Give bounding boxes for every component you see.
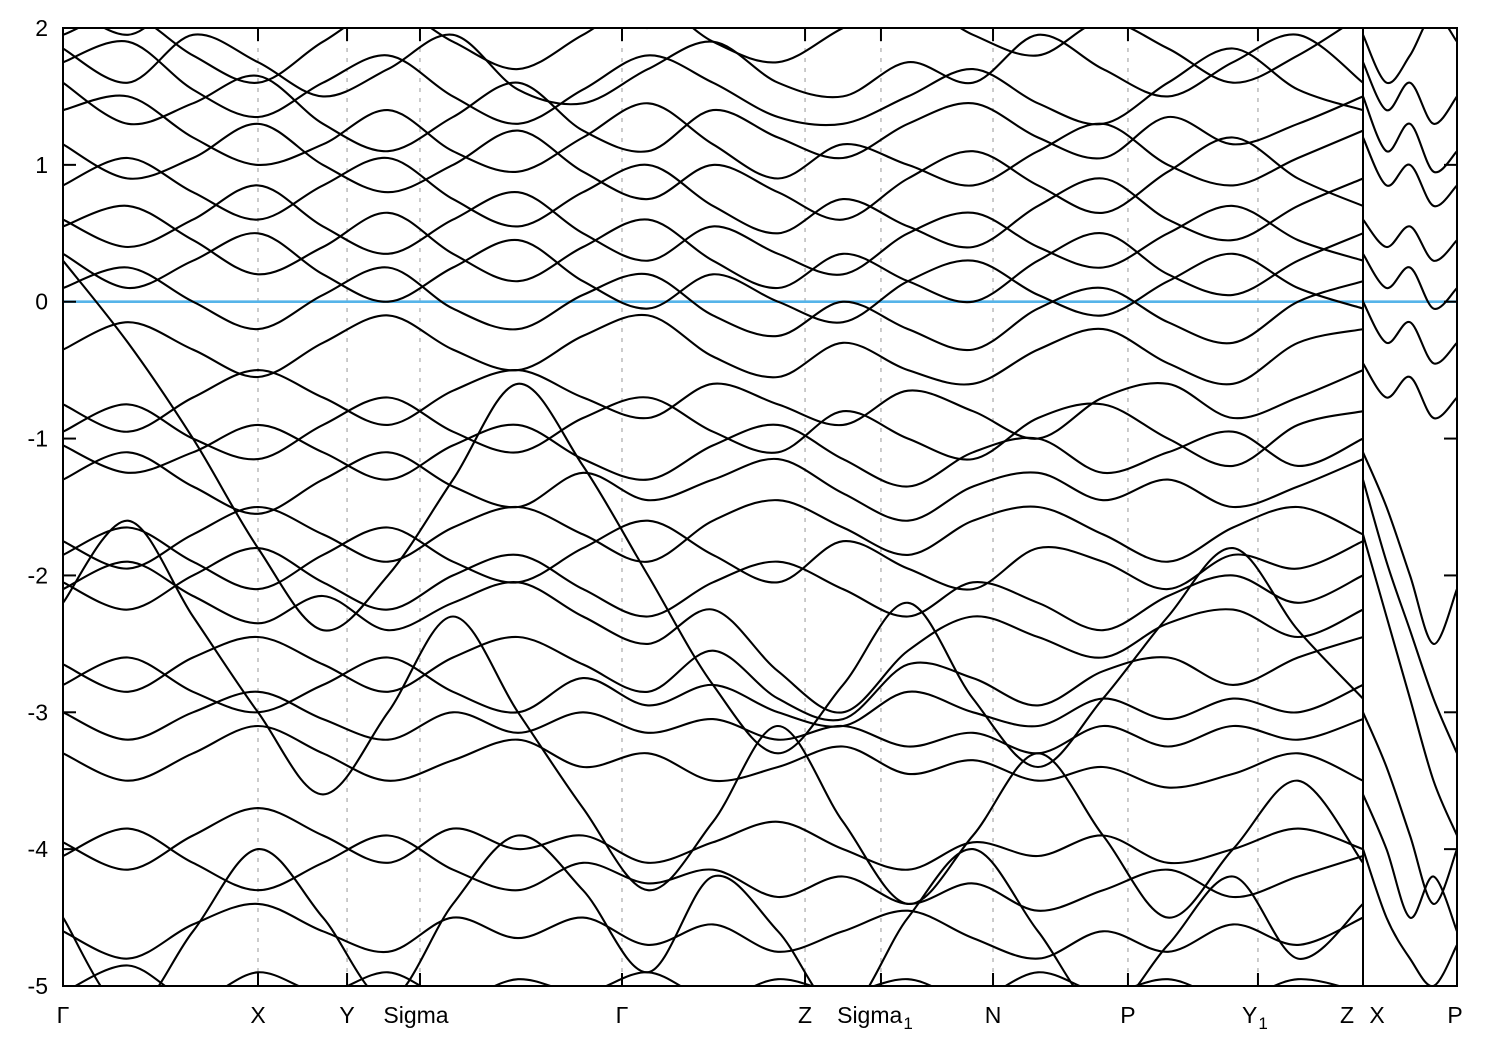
plot-border xyxy=(62,27,1458,987)
x-axis-label-z: Z xyxy=(1340,1002,1354,1028)
band-curve-p1-13 xyxy=(63,369,1364,440)
band-curve-p2-5 xyxy=(1362,218,1457,262)
band-curve-p2-7 xyxy=(1362,301,1457,365)
band-curve-p1-29 xyxy=(63,260,1364,769)
x-axis-label-sigma1: Sigma1 xyxy=(837,1002,913,1033)
band-curve-p2-13 xyxy=(1362,793,1457,932)
band-curve-p2-11 xyxy=(1361,534,1457,836)
y-axis-label--1: -1 xyxy=(28,426,48,452)
band-curve-p1-17 xyxy=(63,499,1364,570)
band-curve-p1-6 xyxy=(63,122,1364,221)
y-axis-label--2: -2 xyxy=(28,562,48,588)
band-curve-p1-26 xyxy=(63,827,1364,912)
band-curve-p1-32 xyxy=(63,834,1364,986)
band-curve-p1-7 xyxy=(63,156,1364,249)
x-axis-label-y1: Y1 xyxy=(1242,1002,1268,1033)
band-curve-p2-8 xyxy=(1362,362,1457,420)
y-axis-label-2: 2 xyxy=(35,15,48,41)
x-axis-label-γ: Γ xyxy=(616,1002,629,1028)
band-curve-p1-2 xyxy=(63,33,1364,106)
x-axis-label-x: X xyxy=(250,1002,265,1028)
band-curve-p2-3 xyxy=(1362,95,1457,174)
band-curve-p1-20 xyxy=(63,560,1364,714)
band-curve-p1-30 xyxy=(63,519,1364,919)
band-curve-p1-25 xyxy=(63,807,1364,871)
x-axis-label-sigma: Sigma xyxy=(383,1002,448,1028)
x-axis-label-γ: Γ xyxy=(57,1002,70,1028)
band-curve-p2-4 xyxy=(1362,137,1457,208)
band-curve-p1-5 xyxy=(63,94,1364,187)
y-axis-label--5: -5 xyxy=(28,973,48,999)
band-curve-p1-14 xyxy=(63,396,1364,467)
band-curve-p1-4 xyxy=(63,74,1364,160)
band-curve-p2-10 xyxy=(1361,479,1457,754)
x-axis-label-x: X xyxy=(1369,1002,1384,1028)
band-curve-p1-12 xyxy=(63,313,1364,386)
band-curve-p1-3 xyxy=(63,40,1364,127)
band-curve-p1-9 xyxy=(63,204,1364,304)
band-curve-p2-2 xyxy=(1362,61,1457,125)
band-curve-p1-28 xyxy=(73,964,1343,986)
band-curve-p1-11 xyxy=(63,266,1364,352)
band-curve-p1-23 xyxy=(63,690,1364,755)
band-curve-p1-8 xyxy=(63,184,1364,276)
y-axis-label--4: -4 xyxy=(28,836,49,862)
x-axis-label-p: P xyxy=(1120,1002,1135,1028)
band-curve-p1-27 xyxy=(63,902,1364,960)
band-curve-p2-9 xyxy=(1362,451,1457,645)
y-axis-label--3: -3 xyxy=(28,699,48,725)
band-curve-p1-24 xyxy=(63,724,1364,789)
band-curve-p1-19 xyxy=(63,547,1364,632)
x-axis-label-z: Z xyxy=(798,1002,812,1028)
band-curve-p2-14 xyxy=(1362,848,1457,986)
band-curve-p1-21 xyxy=(63,635,1364,722)
band-curve-p2-12 xyxy=(1362,711,1457,905)
band-curve-p1-10 xyxy=(63,232,1364,324)
x-axis-label-p: P xyxy=(1447,1002,1462,1028)
band-curve-p1-16 xyxy=(63,451,1364,522)
band-curve-p2-6 xyxy=(1362,253,1457,310)
y-axis-label-1: 1 xyxy=(35,152,48,178)
x-axis-label-y: Y xyxy=(339,1002,354,1028)
y-axis-label-0: 0 xyxy=(35,289,48,315)
band-curve-p2-1 xyxy=(1362,28,1457,85)
x-axis-label-n: N xyxy=(985,1002,1002,1028)
band-curve-p1-15 xyxy=(63,423,1364,488)
